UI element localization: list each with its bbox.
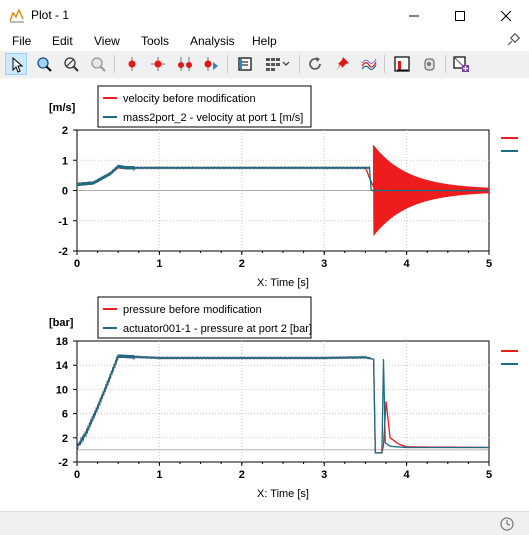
menu-bar: File Edit View Tools Analysis Help	[0, 31, 529, 51]
refresh-button[interactable]	[304, 53, 326, 75]
window-title: Plot - 1	[31, 8, 70, 22]
y-tick-label: -1	[58, 216, 68, 228]
delta-marker-icon	[151, 57, 165, 71]
y-axis-unit: [bar]	[49, 317, 74, 329]
y-tick-label: 2	[62, 433, 68, 445]
legend: velocity before modification mass2port_2 …	[97, 85, 312, 128]
y-tick-label: -2	[58, 457, 68, 469]
legend-entry: actuator001-1 - pressure at port 2 [bar]	[123, 323, 312, 335]
zoom-in-button[interactable]	[33, 53, 55, 75]
menu-help[interactable]: Help	[252, 34, 277, 48]
delta-marker-button[interactable]	[147, 53, 169, 75]
y-tick-label: 0	[62, 186, 68, 198]
legend-entry: mass2port_2 - velocity at port 1 [m/s]	[123, 112, 303, 124]
export-button[interactable]	[234, 53, 256, 75]
curves-icon	[361, 58, 377, 71]
x-tick-label: 5	[486, 469, 492, 481]
play-markers-button[interactable]	[200, 53, 222, 75]
plot-canvas[interactable]: 0 1 2 3 4 5 -2 -1 0 1 2 [m/s] X: Time [s] velocity be…	[0, 78, 529, 511]
x-tick-label: 2	[239, 469, 245, 481]
menu-analysis[interactable]: Analysis	[190, 34, 235, 48]
pin-window-icon[interactable]	[506, 33, 520, 47]
toolbar-separator	[227, 55, 228, 73]
series-line-2	[77, 164, 489, 192]
grid-layout-icon	[266, 58, 290, 71]
menu-edit[interactable]: Edit	[52, 34, 73, 48]
plot-area[interactable]: 0 1 2 3 4 5 -2 -1 0 1 2 [m/s] X: Time [s] velocity be…	[0, 78, 529, 511]
y-tick-label: 1	[62, 155, 68, 167]
legend: pressure before modification actuator001-…	[97, 296, 312, 339]
legend-box	[97, 296, 312, 339]
pin-button[interactable]	[331, 53, 353, 75]
two-markers-button[interactable]	[174, 53, 196, 75]
minimize-button[interactable]	[391, 0, 437, 31]
zoom-reset-icon	[91, 57, 106, 72]
pushpin-icon	[336, 57, 349, 70]
add-plot-button[interactable]	[450, 53, 472, 75]
x-tick-label: 4	[404, 258, 411, 270]
marker-button[interactable]	[121, 53, 143, 75]
x-axis-label: X: Time [s]	[257, 277, 309, 289]
zoom-out-icon	[64, 57, 79, 72]
toolbar-separator	[299, 55, 300, 73]
clock-icon	[500, 517, 514, 531]
legend-box	[97, 85, 312, 128]
menu-file[interactable]: File	[12, 34, 32, 48]
zoom-in-icon	[37, 57, 52, 72]
x-tick-label: 2	[239, 258, 245, 270]
fft-chart-icon	[394, 56, 410, 72]
series-line-2	[77, 354, 489, 454]
settings-button[interactable]	[418, 53, 440, 75]
y-tick-label: 10	[56, 384, 68, 396]
toolbar-separator	[114, 55, 115, 73]
layout-dropdown-button[interactable]	[262, 53, 294, 75]
x-axis-label: X: Time [s]	[257, 488, 309, 500]
y-axis-unit: [m/s]	[49, 102, 76, 114]
status-bar	[0, 511, 529, 535]
fft-button[interactable]	[391, 53, 413, 75]
toolbar-separator	[384, 55, 385, 73]
zoom-out-button[interactable]	[60, 53, 82, 75]
minimize-icon	[409, 15, 419, 17]
menu-view[interactable]: View	[94, 34, 120, 48]
plot-frame	[76, 340, 490, 463]
title-bar: Plot - 1	[0, 0, 529, 31]
zoom-reset-button[interactable]	[87, 53, 109, 75]
x-tick-label: 4	[404, 469, 411, 481]
x-tick-label: 1	[156, 469, 162, 481]
export-icon	[238, 57, 252, 71]
y-tick-label: 6	[62, 409, 68, 421]
two-markers-icon	[178, 57, 192, 71]
close-icon	[500, 10, 512, 22]
pointer-tool-button[interactable]	[5, 53, 27, 75]
x-tick-label: 3	[321, 258, 327, 270]
marker-icon	[128, 57, 136, 71]
play-marker-icon	[204, 57, 218, 71]
toolbar-separator	[445, 55, 446, 73]
close-button[interactable]	[483, 0, 529, 31]
plot-app-icon	[9, 8, 24, 23]
x-tick-label: 1	[156, 258, 162, 270]
legend-entry: pressure before modification	[123, 304, 262, 316]
chart-2: 0 1 2 3 4 5 -2 2 6 10 14 18 [bar] X: Time [s] pressure…	[49, 296, 518, 500]
maximize-icon	[455, 11, 465, 21]
maximize-button[interactable]	[437, 0, 483, 31]
curves-button[interactable]	[358, 53, 380, 75]
hand-settings-icon	[424, 58, 435, 71]
y-tick-label: 18	[56, 336, 68, 348]
x-tick-label: 5	[486, 258, 492, 270]
add-plot-icon	[453, 56, 469, 72]
y-tick-label: -2	[58, 246, 68, 258]
toolbar	[0, 51, 529, 78]
y-tick-label: 2	[62, 125, 68, 137]
chart-1: 0 1 2 3 4 5 -2 -1 0 1 2 [m/s] X: Time [s] velocity be…	[49, 85, 518, 289]
menu-tools[interactable]: Tools	[141, 34, 170, 48]
x-tick-label: 0	[74, 469, 80, 481]
cursor-arrow-icon	[12, 57, 24, 73]
legend-entry: velocity before modification	[123, 93, 256, 105]
refresh-icon	[309, 57, 321, 70]
y-tick-label: 14	[56, 360, 69, 372]
x-tick-label: 0	[74, 258, 80, 270]
x-tick-label: 3	[321, 469, 327, 481]
